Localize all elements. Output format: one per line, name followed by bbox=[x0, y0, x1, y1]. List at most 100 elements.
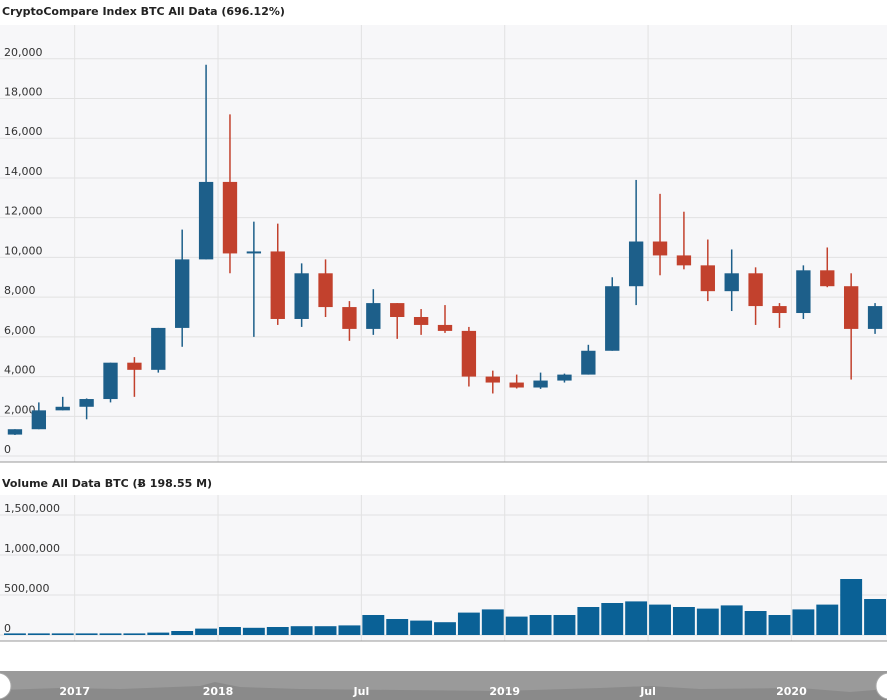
navigator-handle[interactable] bbox=[875, 672, 887, 700]
volume-bar bbox=[242, 627, 265, 635]
volume-bar bbox=[434, 622, 456, 635]
candle-body bbox=[198, 181, 214, 260]
y-tick-label: 0 bbox=[4, 622, 11, 635]
volume-bar bbox=[99, 633, 122, 635]
volume-bar bbox=[792, 609, 815, 635]
candle-body bbox=[294, 273, 309, 319]
price-plot-bg bbox=[0, 25, 887, 462]
volume-bar bbox=[553, 615, 576, 635]
volume-bar bbox=[601, 603, 624, 635]
volume-bar bbox=[457, 612, 480, 635]
candle-body bbox=[151, 327, 166, 370]
volume-bar bbox=[290, 626, 313, 635]
candle-body bbox=[175, 259, 190, 328]
candle-body bbox=[342, 307, 357, 329]
price-title: CryptoCompare Index BTC All Data (696.12… bbox=[2, 5, 285, 18]
candle-body bbox=[628, 241, 644, 287]
volume-bar bbox=[696, 608, 719, 635]
candle-body bbox=[700, 265, 715, 292]
candle-body bbox=[533, 380, 548, 388]
volume-bar bbox=[744, 611, 767, 635]
volume-bar bbox=[386, 619, 409, 635]
candle-body bbox=[485, 376, 500, 383]
candle-body bbox=[748, 273, 763, 307]
navigator[interactable]: 2017 2018 Jul 2019 Jul 2020 bbox=[0, 671, 887, 700]
y-tick-label: 0 bbox=[4, 443, 11, 456]
volume-bar bbox=[362, 615, 385, 635]
volume-bar bbox=[625, 601, 648, 635]
candle-body bbox=[557, 374, 572, 381]
candle-body bbox=[652, 241, 668, 256]
volume-title: Volume All Data BTC (Ƀ 198.55 M) bbox=[2, 477, 212, 490]
y-tick-label: 4,000 bbox=[4, 364, 36, 377]
navigator-series bbox=[0, 682, 887, 700]
candle-body bbox=[222, 181, 238, 254]
volume-bar bbox=[505, 616, 528, 635]
volume-bar bbox=[195, 628, 218, 635]
volume-bar bbox=[720, 605, 743, 635]
volume-bar bbox=[864, 599, 886, 635]
volume-bar bbox=[529, 615, 552, 635]
candle-body bbox=[867, 306, 883, 329]
volume-bar bbox=[266, 627, 289, 635]
candle-body bbox=[55, 406, 70, 411]
y-tick-label: 1,500,000 bbox=[4, 502, 60, 515]
volume-bar bbox=[4, 633, 26, 635]
y-tick-label: 12,000 bbox=[4, 205, 43, 218]
x-tick-label: 2019 bbox=[489, 685, 520, 698]
volume-bar bbox=[51, 633, 74, 635]
volume-bar bbox=[171, 631, 194, 635]
volume-bar bbox=[75, 633, 98, 635]
y-tick-label: 10,000 bbox=[4, 244, 43, 257]
y-tick-label: 18,000 bbox=[4, 85, 43, 98]
y-tick-label: 20,000 bbox=[4, 46, 43, 59]
candle-body bbox=[509, 382, 524, 388]
volume-bar bbox=[314, 626, 337, 635]
candle-body bbox=[461, 330, 477, 377]
volume-bar bbox=[481, 609, 504, 635]
candle-body bbox=[270, 251, 285, 319]
volume-bar bbox=[123, 633, 146, 635]
candle-body bbox=[676, 255, 692, 266]
volume-bar bbox=[219, 627, 241, 635]
volume-bar bbox=[147, 632, 170, 635]
volume-bar bbox=[410, 620, 433, 635]
candle-body bbox=[390, 303, 405, 317]
volume-bar bbox=[577, 607, 600, 635]
candle-body bbox=[437, 324, 453, 331]
volume-bar bbox=[27, 633, 50, 635]
candle-body bbox=[820, 270, 835, 287]
x-tick-label: 2020 bbox=[776, 685, 807, 698]
candle-body bbox=[581, 350, 596, 375]
candle-body bbox=[318, 273, 333, 308]
candle-body bbox=[796, 270, 811, 314]
x-tick-label: 2017 bbox=[59, 685, 90, 698]
y-tick-label: 1,000,000 bbox=[4, 542, 60, 555]
volume-bar bbox=[768, 615, 791, 635]
candle-body bbox=[103, 362, 118, 400]
candle-body bbox=[7, 429, 23, 435]
volume-bar bbox=[672, 607, 695, 635]
navigator-handle[interactable] bbox=[0, 672, 12, 700]
candle-body bbox=[79, 399, 94, 407]
volume-bar bbox=[840, 579, 863, 635]
volume-bar bbox=[816, 604, 839, 635]
candle-body bbox=[605, 286, 620, 351]
y-tick-label: 500,000 bbox=[4, 582, 50, 595]
y-tick-label: 16,000 bbox=[4, 125, 43, 138]
y-tick-label: 6,000 bbox=[4, 324, 36, 337]
y-tick-label: 2,000 bbox=[4, 403, 36, 416]
y-tick-label: 8,000 bbox=[4, 284, 36, 297]
x-tick-label: Jul bbox=[639, 685, 656, 698]
y-tick-label: 14,000 bbox=[4, 165, 43, 178]
candle-body bbox=[127, 362, 142, 370]
candle-body bbox=[843, 286, 859, 329]
candle-body bbox=[246, 251, 262, 254]
x-tick-label: 2018 bbox=[203, 685, 234, 698]
x-tick-label: Jul bbox=[353, 685, 370, 698]
volume-bar bbox=[338, 625, 361, 635]
candle-body bbox=[772, 306, 787, 314]
candle-body bbox=[413, 316, 429, 325]
candle-body bbox=[724, 273, 739, 292]
